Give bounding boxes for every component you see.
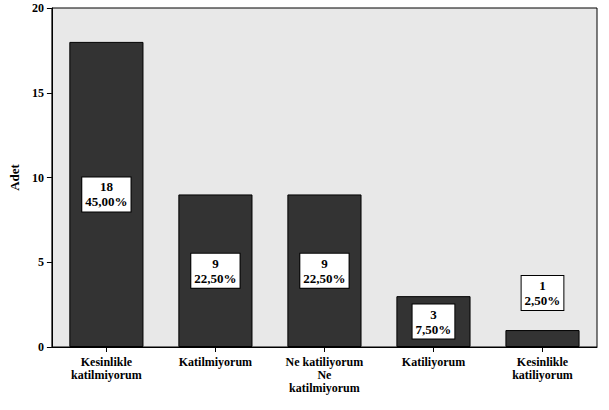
svg-text:22,50%: 22,50% <box>303 271 345 286</box>
svg-text:22,50%: 22,50% <box>194 271 236 286</box>
svg-text:45,00%: 45,00% <box>85 194 127 209</box>
svg-text:Kesinlikle: Kesinlikle <box>81 355 133 369</box>
svg-text:katilmiyorum: katilmiyorum <box>71 368 142 382</box>
svg-text:9: 9 <box>212 256 219 271</box>
svg-text:1: 1 <box>539 278 546 293</box>
svg-text:18: 18 <box>100 179 114 194</box>
svg-text:20: 20 <box>32 1 44 15</box>
svg-text:katiliyorum: katiliyorum <box>512 368 573 382</box>
svg-text:3: 3 <box>430 307 437 322</box>
svg-text:15: 15 <box>32 86 44 100</box>
svg-text:Katilmiyorum: Katilmiyorum <box>179 355 252 369</box>
svg-text:7,50%: 7,50% <box>416 322 452 337</box>
svg-text:2,50%: 2,50% <box>525 293 561 308</box>
svg-text:Ne katiliyorum: Ne katiliyorum <box>286 355 364 369</box>
svg-text:9: 9 <box>321 256 328 271</box>
svg-text:katilmiyorum: katilmiyorum <box>289 381 360 395</box>
svg-text:Ne: Ne <box>317 368 332 382</box>
svg-text:5: 5 <box>38 255 44 269</box>
svg-text:Adet: Adet <box>7 163 22 190</box>
svg-text:Katiliyorum: Katiliyorum <box>402 355 465 369</box>
svg-text:0: 0 <box>38 340 44 354</box>
svg-text:10: 10 <box>32 171 44 185</box>
svg-text:Kesinlikle: Kesinlikle <box>517 355 569 369</box>
